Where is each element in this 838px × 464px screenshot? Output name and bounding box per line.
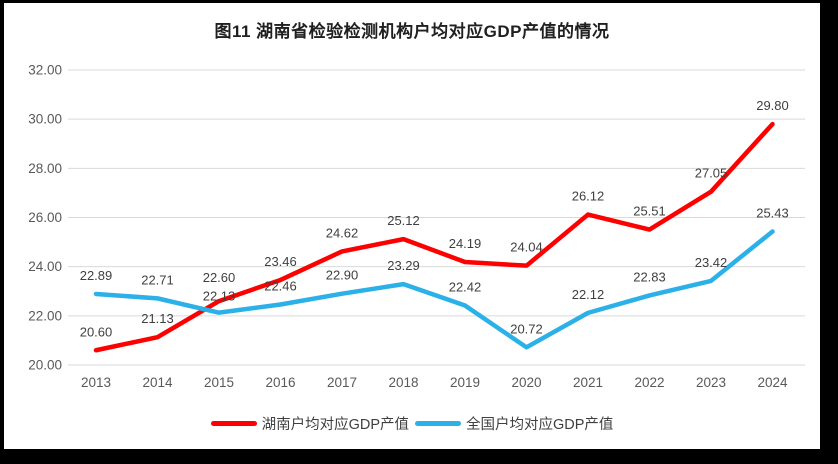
- data-label: 22.60: [203, 270, 236, 285]
- x-tick-label: 2014: [142, 375, 173, 390]
- series-line-1: [93, 229, 775, 350]
- data-label: 25.51: [633, 204, 666, 219]
- x-tick-label: 2017: [327, 375, 357, 390]
- x-tick-label: 2021: [573, 375, 603, 390]
- data-label: 21.13: [141, 311, 174, 326]
- data-label: 24.19: [449, 236, 482, 251]
- legend-item-hunan: 湖南户均对应GDP产值: [210, 413, 409, 434]
- legend: 湖南户均对应GDP产值 全国户均对应GDP产值: [4, 413, 820, 434]
- legend-item-national: 全国户均对应GDP产值: [415, 413, 613, 434]
- line-chart: 20.00 22.00 24.00 26.00 28.00 30.00 32.00 2013 2…: [28, 63, 805, 390]
- x-tick-label: 2020: [511, 375, 541, 390]
- legend-line-blue-icon: [415, 421, 461, 426]
- y-tick-label: 22.00: [28, 308, 62, 323]
- legend-line-red-icon: [210, 421, 257, 426]
- data-label: 22.13: [203, 289, 236, 304]
- data-label: 23.29: [387, 258, 420, 273]
- x-tick-label: 2013: [81, 375, 111, 390]
- y-tick-label: 20.00: [28, 358, 62, 373]
- x-tick-label: 2022: [634, 375, 664, 390]
- data-label: 25.12: [387, 213, 420, 228]
- x-tick-label: 2019: [450, 375, 480, 390]
- data-label: 22.12: [572, 287, 605, 302]
- data-label: 27.05: [695, 166, 728, 181]
- y-tick-label: 30.00: [28, 112, 62, 127]
- x-tick-label: 2018: [388, 375, 418, 390]
- data-label: 20.72: [510, 321, 543, 336]
- data-label: 24.62: [326, 225, 359, 240]
- chart-title: 图11 湖南省检验检测机构户均对应GDP产值的情况: [214, 22, 610, 41]
- x-tick-label: 2016: [265, 375, 295, 390]
- x-tick-label: 2024: [757, 375, 788, 390]
- y-tick-label: 28.00: [28, 161, 62, 176]
- data-label: 22.46: [264, 279, 297, 294]
- data-label: 24.04: [510, 240, 543, 255]
- data-label: 22.89: [80, 268, 113, 283]
- data-label: 23.46: [264, 254, 297, 269]
- data-label: 22.71: [141, 272, 174, 287]
- data-label: 22.83: [633, 269, 666, 284]
- data-label: 26.12: [572, 189, 605, 204]
- data-label: 29.80: [756, 98, 789, 113]
- data-label: 22.90: [326, 268, 359, 283]
- chart-canvas: 图11 湖南省检验检测机构户均对应GDP产值的情况 20.00 22.00 24.0…: [4, 3, 820, 449]
- data-label: 22.42: [449, 280, 482, 295]
- data-label: 23.42: [695, 255, 728, 270]
- x-tick-label: 2023: [696, 375, 726, 390]
- series-line-0: [93, 121, 775, 353]
- y-tick-label: 32.00: [28, 63, 62, 78]
- y-tick-label: 24.00: [28, 259, 62, 274]
- data-label: 20.60: [80, 324, 113, 339]
- data-label: 25.43: [756, 206, 789, 221]
- x-tick-label: 2015: [204, 375, 234, 390]
- y-tick-label: 26.00: [28, 210, 62, 225]
- legend-label-national: 全国户均对应GDP产值: [466, 417, 614, 433]
- legend-label-hunan: 湖南户均对应GDP产值: [261, 417, 409, 433]
